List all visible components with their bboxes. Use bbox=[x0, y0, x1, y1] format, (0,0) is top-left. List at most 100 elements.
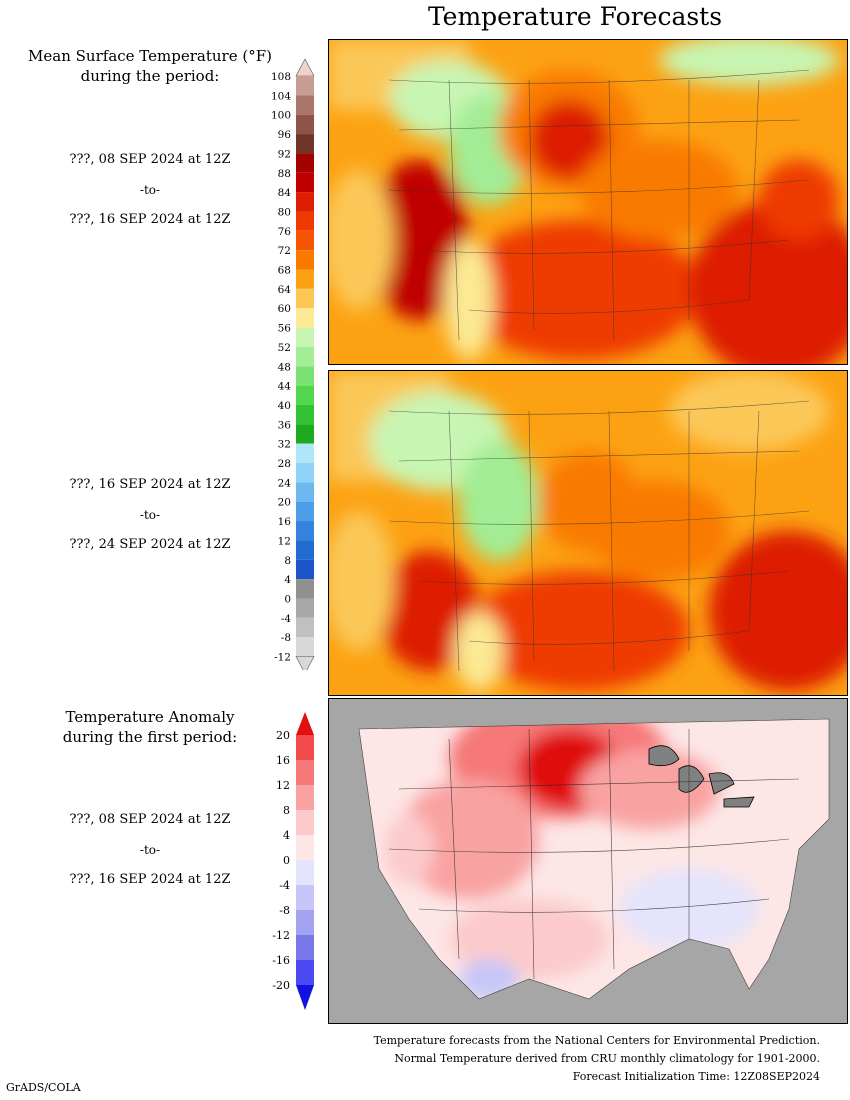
anomaly-tick-label: -4 bbox=[279, 879, 290, 892]
colorbar-tick-label: 28 bbox=[278, 458, 291, 470]
colorbar-tick-label: 4 bbox=[284, 574, 291, 586]
colorbar-tick-label: 104 bbox=[271, 90, 291, 102]
colorbar-tick-label: 100 bbox=[271, 110, 291, 122]
anomaly-tick-label: -8 bbox=[279, 904, 290, 917]
colorbar-tick-label: 68 bbox=[278, 265, 291, 277]
anomaly-top-arrow bbox=[296, 712, 314, 735]
colorbar-tick-label: 64 bbox=[278, 284, 292, 296]
anomaly-swatch bbox=[296, 760, 314, 785]
colorbar-tick-label: 60 bbox=[278, 303, 291, 315]
colorbar-swatch bbox=[296, 76, 314, 96]
anomaly-swatch bbox=[296, 960, 314, 985]
anomaly-heading-line2: during the first period: bbox=[62, 728, 238, 746]
colorbar-swatch bbox=[296, 230, 314, 251]
period1-to: -to- bbox=[139, 183, 161, 197]
colorbar-swatch bbox=[296, 211, 314, 231]
anomaly-bottom-arrow bbox=[296, 985, 314, 1010]
page-title: Temperature Forecasts bbox=[427, 2, 723, 31]
period3-to: -to- bbox=[139, 843, 161, 857]
colorbar-swatch bbox=[296, 598, 314, 618]
anomaly-heading: Temperature Anomaly during the first per… bbox=[10, 707, 290, 747]
anomaly-period-dates: ???, 08 SEP 2024 at 12Z -to- ???, 16 SEP… bbox=[20, 805, 280, 895]
period2-start: ???, 16 SEP 2024 at 12Z bbox=[69, 477, 231, 492]
temperature-colorbar: 1081041009692888480767268646056524844403… bbox=[271, 58, 315, 670]
mean-heading-line2: during the period: bbox=[80, 67, 220, 85]
period1-end: ???, 16 SEP 2024 at 12Z bbox=[69, 212, 231, 227]
colorbar-swatch bbox=[296, 366, 314, 386]
anomaly-swatch bbox=[296, 785, 314, 810]
colorbar-swatch bbox=[296, 540, 314, 560]
anomaly-heading-line1: Temperature Anomaly bbox=[65, 708, 235, 726]
colorbar-tick-label: 48 bbox=[278, 361, 291, 373]
footer-line2: Normal Temperature derived from CRU mont… bbox=[394, 1052, 820, 1065]
anomaly-swatch bbox=[296, 810, 314, 835]
colorbar-swatch bbox=[296, 617, 314, 638]
colorbar-swatch bbox=[296, 95, 314, 115]
colorbar-tick-label: 96 bbox=[278, 129, 292, 141]
colorbar-tick-label: 52 bbox=[278, 342, 291, 354]
period1-dates: ???, 08 SEP 2024 at 12Z -to- ???, 16 SEP… bbox=[20, 145, 280, 235]
colorbar-swatch bbox=[296, 501, 314, 522]
period2-to: -to- bbox=[139, 508, 161, 522]
footer-notes: Temperature forecasts from the National … bbox=[300, 1032, 820, 1086]
colorbar-swatch bbox=[296, 346, 314, 367]
anomaly-swatch bbox=[296, 885, 314, 910]
colorbar-tick-label: 56 bbox=[278, 323, 292, 335]
period1-start: ???, 08 SEP 2024 at 12Z bbox=[69, 152, 231, 167]
colorbar-tick-label: 24 bbox=[278, 477, 292, 489]
colorbar-swatch bbox=[296, 308, 314, 328]
anomaly-tick-label: 8 bbox=[283, 804, 290, 817]
colorbar-swatch bbox=[296, 327, 314, 347]
anomaly-tick-label: 12 bbox=[276, 779, 290, 792]
colorbar-tick-label: 20 bbox=[278, 497, 291, 509]
temperature-map-period2 bbox=[328, 370, 848, 696]
colorbar-tick-label: 12 bbox=[278, 535, 291, 547]
colorbar-tick-label: 84 bbox=[278, 187, 292, 199]
anomaly-tick-label: -16 bbox=[272, 954, 290, 967]
colorbar-swatch bbox=[296, 482, 314, 502]
anomaly-tick-label: 16 bbox=[276, 754, 290, 767]
temperature-map-period1 bbox=[328, 39, 848, 365]
footer-line1: Temperature forecasts from the National … bbox=[373, 1034, 820, 1047]
period3-end: ???, 16 SEP 2024 at 12Z bbox=[69, 872, 231, 887]
period3-start: ???, 08 SEP 2024 at 12Z bbox=[69, 812, 231, 827]
anomaly-tick-label: -12 bbox=[272, 929, 290, 942]
anomaly-tick-label: 20 bbox=[276, 729, 290, 742]
anomaly-tick-label: 0 bbox=[283, 854, 290, 867]
colorbar-tick-label: -8 bbox=[281, 632, 291, 644]
anomaly-swatch bbox=[296, 935, 314, 960]
colorbar-swatch bbox=[296, 288, 314, 309]
colorbar-tick-label: 72 bbox=[278, 245, 291, 257]
footer-line3: Forecast Initialization Time: 12Z08SEP20… bbox=[572, 1070, 820, 1083]
colorbar-swatch bbox=[296, 134, 314, 154]
colorbar-swatch bbox=[296, 404, 314, 425]
colorbar-swatch bbox=[296, 637, 314, 657]
anomaly-swatch bbox=[296, 910, 314, 935]
colorbar-tick-label: 76 bbox=[278, 226, 292, 238]
colorbar-swatch bbox=[296, 172, 314, 193]
colorbar-tick-label: 32 bbox=[278, 439, 291, 451]
anomaly-tick-label: 4 bbox=[283, 829, 290, 842]
anomaly-colorbar: 20 16 12 8 4 0 -4 -8 -12 -16 -20 bbox=[272, 712, 314, 1010]
colorbar-tick-label: 40 bbox=[278, 400, 291, 412]
anomaly-swatch bbox=[296, 860, 314, 885]
colorbar-swatch bbox=[296, 521, 314, 541]
colorbar-tick-label: 80 bbox=[278, 206, 291, 218]
colorbar-swatch bbox=[296, 424, 314, 444]
colorbar-tick-label: 92 bbox=[278, 148, 291, 160]
colorbar-swatch bbox=[296, 153, 314, 173]
colorbar-swatch bbox=[296, 463, 314, 483]
anomaly-swatch bbox=[296, 735, 314, 760]
colorbar-swatch bbox=[296, 114, 314, 135]
anomaly-swatch bbox=[296, 835, 314, 860]
colorbar-swatch bbox=[296, 385, 314, 405]
colorbar-tick-label: 88 bbox=[278, 168, 291, 180]
colorbar-tick-label: 8 bbox=[284, 555, 291, 567]
colorbar-bottom-arrow bbox=[295, 656, 315, 670]
mean-heading-line1: Mean Surface Temperature (°F) bbox=[28, 47, 272, 65]
colorbar-tick-label: -12 bbox=[274, 652, 291, 664]
colorbar-top-arrow bbox=[295, 58, 315, 77]
temperature-anomaly-map bbox=[328, 698, 848, 1024]
colorbar-tick-label: 108 bbox=[271, 71, 291, 83]
colorbar-tick-label: 44 bbox=[278, 381, 292, 393]
